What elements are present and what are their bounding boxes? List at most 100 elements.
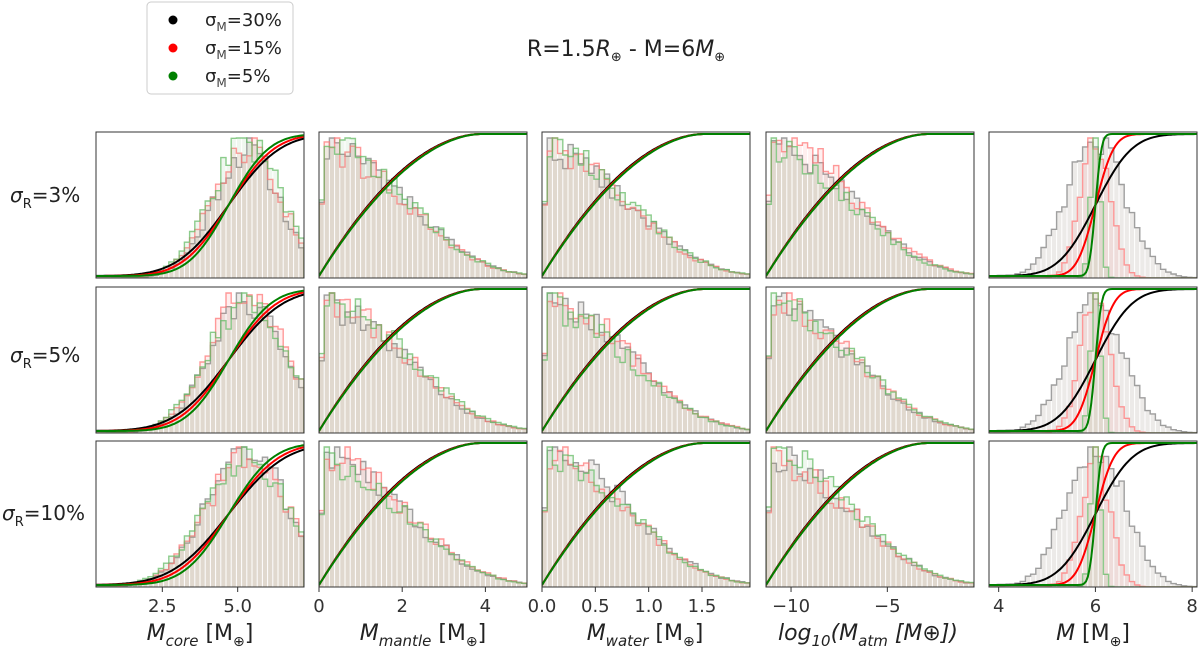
- histogram-step-series-1: [542, 446, 750, 587]
- xlabel-core: Mcore [M⊕]: [147, 621, 254, 650]
- cdf-line-series-2: [319, 133, 527, 277]
- panel-core-0: [95, 131, 305, 279]
- histogram-step-series-1: [542, 137, 750, 278]
- histogram-bars-series-0: [96, 138, 304, 278]
- panel-frame: [765, 286, 975, 434]
- panel-plot-area: [989, 442, 1197, 587]
- x-tick-label: 2.5: [148, 596, 177, 617]
- panel-mass-2: 4 6 8: [988, 440, 1198, 617]
- cdf-line-series-2: [319, 288, 527, 432]
- panel-plot-area: [766, 442, 974, 587]
- panel-frame: [988, 440, 1198, 588]
- histogram-bars-series-2: [96, 138, 304, 278]
- x-tick-label: 5.0: [223, 596, 252, 617]
- panel-mantle-2: 0 2 4: [313, 440, 528, 617]
- histogram-step-series-2: [542, 292, 750, 433]
- cdf-line-series-2: [766, 288, 974, 432]
- cdf-line-series-2: [96, 134, 304, 277]
- x-tick-label: −10: [772, 596, 810, 617]
- panel-frame: [541, 131, 751, 279]
- cdf-line-series-2: [542, 133, 750, 277]
- histogram-step-series-2: [319, 446, 527, 587]
- legend-label-sigma-m-15: σM=15%: [205, 38, 282, 62]
- panel-frame: [318, 286, 528, 434]
- histogram-step-series-1: [766, 446, 974, 587]
- panel-plot-area: [766, 288, 974, 433]
- legend-marker-sigma-m-5: [168, 71, 178, 81]
- legend-label-sigma-m-30: σM=30%: [205, 10, 282, 34]
- panel-mass-1: [988, 286, 1198, 434]
- histogram-step-series-2: [989, 137, 1197, 278]
- panel-plot-area: [766, 133, 974, 278]
- panel-frame: [765, 131, 975, 279]
- row-label-sigma-r-3: σR=3%: [10, 183, 80, 212]
- histogram-step-series-2: [766, 137, 974, 278]
- histogram-step-series-2: [542, 137, 750, 278]
- panel-frame: [318, 131, 528, 279]
- panel-atm-1: [765, 286, 975, 434]
- x-tick-label: 6: [1090, 596, 1101, 617]
- histogram-step-series-1: [96, 137, 304, 278]
- panel-core-1: [95, 286, 305, 434]
- panel-grid: 2.5 5.0 0 2 4 0.0 0.5 1.0 1.5 −10 −5 4 6 8: [95, 131, 1198, 617]
- legend-frame: [146, 1, 294, 95]
- panel-core-2: 2.5 5.0: [95, 440, 305, 617]
- panel-mass-0: [988, 131, 1198, 279]
- cdf-line-series-0: [96, 137, 304, 277]
- cdf-line-series-2: [542, 288, 750, 432]
- panel-plot-area: [542, 133, 750, 278]
- panel-water-0: [541, 131, 751, 279]
- panel-frame: [765, 440, 975, 588]
- cdf-line-series-2: [319, 442, 527, 586]
- panel-plot-area: [542, 288, 750, 433]
- xlabel-mantle: Mmantle [M⊕]: [360, 621, 486, 650]
- panel-frame: [318, 440, 528, 588]
- row-label-sigma-r-5: σR=5%: [10, 343, 80, 372]
- panel-water-1: [541, 286, 751, 434]
- panel-plot-area: [542, 442, 750, 587]
- histogram-step-series-0: [319, 137, 527, 278]
- cdf-line-series-2: [542, 442, 750, 586]
- x-tick-label: 0.0: [528, 596, 557, 617]
- histogram-step-series-2: [989, 292, 1197, 433]
- panel-atm-2: −10 −5: [765, 440, 975, 617]
- histogram-step-series-2: [96, 137, 304, 278]
- cdf-line-series-2: [989, 133, 1197, 277]
- x-tick-label: −5: [874, 596, 901, 617]
- histogram-step-series-2: [989, 446, 1197, 587]
- histogram-step-series-1: [319, 137, 527, 278]
- panel-frame: [541, 440, 751, 588]
- histogram-step-series-1: [96, 446, 304, 587]
- panel-plot-area: [989, 288, 1197, 433]
- row-label-sigma-r-10: σR=10%: [2, 501, 85, 530]
- cdf-line-series-2: [766, 442, 974, 586]
- histogram-step-series-0: [319, 446, 527, 587]
- panel-plot-area: [319, 133, 527, 278]
- histogram-step-series-1: [96, 292, 304, 433]
- histogram-step-series-0: [96, 137, 304, 278]
- xlabel-mass: M [M⊕]: [1056, 621, 1130, 650]
- x-tick-label: 1.0: [634, 596, 663, 617]
- cdf-line-series-1: [96, 135, 304, 277]
- panel-frame: [541, 286, 751, 434]
- x-tick-label: 1.5: [688, 596, 717, 617]
- xlabel-water: Mwater [M⊕]: [587, 621, 704, 650]
- panel-atm-0: [765, 131, 975, 279]
- panel-frame: [95, 131, 305, 279]
- x-tick-label: 0.5: [581, 596, 610, 617]
- histogram-step-series-2: [319, 137, 527, 278]
- cdf-line-series-2: [989, 288, 1197, 432]
- histogram-step-series-2: [766, 446, 974, 587]
- panel-frame: [95, 440, 305, 588]
- panel-plot-area: [319, 288, 527, 433]
- panel-plot-area: [319, 442, 527, 587]
- legend: σM=30% σM=15% σM=5%: [146, 1, 294, 95]
- panel-plot-area: [96, 289, 304, 433]
- cdf-line-series-2: [96, 444, 304, 586]
- panel-frame: [988, 286, 1198, 434]
- panel-frame: [988, 131, 1198, 279]
- x-tick-label: 8: [1186, 596, 1197, 617]
- histogram-step-series-0: [96, 292, 304, 433]
- histogram-step-series-2: [766, 292, 974, 433]
